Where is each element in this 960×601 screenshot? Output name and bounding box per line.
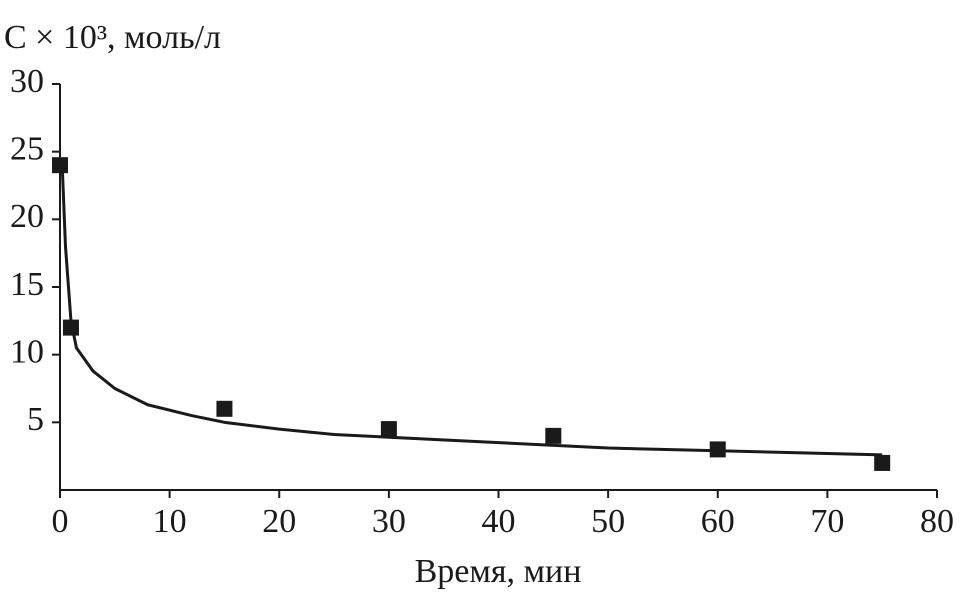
y-tick-label: 5 (27, 401, 44, 438)
data-point (52, 157, 68, 174)
y-tick-label: 30 (10, 63, 44, 100)
data-point (874, 454, 891, 471)
y-tick-label: 15 (10, 266, 44, 303)
y-axis-label: C × 10³, моль/л (4, 19, 221, 56)
x-tick-label: 50 (591, 503, 625, 540)
x-tick-label: 0 (52, 503, 69, 540)
data-point (545, 427, 562, 444)
y-tick-label: 20 (10, 198, 44, 235)
x-tick-label: 30 (372, 503, 406, 540)
x-tick-label: 60 (701, 503, 735, 540)
x-tick-label: 10 (153, 503, 187, 540)
x-tick-label: 80 (920, 503, 954, 540)
x-axis-label: Время, мин (415, 553, 582, 590)
x-tick-label: 40 (482, 503, 516, 540)
fit-line (60, 165, 883, 457)
data-point (380, 421, 397, 438)
y-tick-label: 10 (10, 333, 44, 370)
data-point (216, 400, 233, 417)
x-tick-label: 70 (810, 503, 844, 540)
x-tick-label: 20 (262, 503, 296, 540)
y-tick-label: 25 (10, 130, 44, 167)
